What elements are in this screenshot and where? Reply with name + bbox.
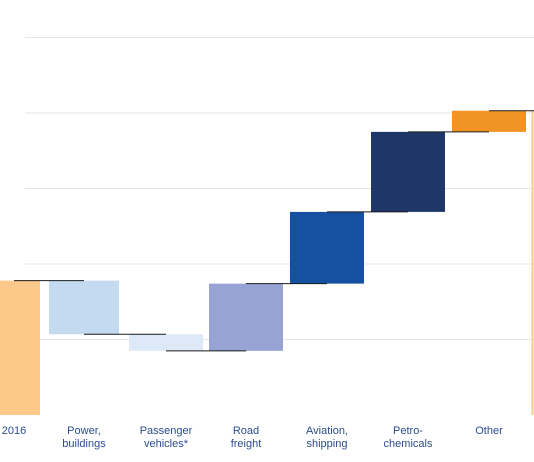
x-tick-label-line: buildings bbox=[62, 438, 106, 450]
x-tick-label-line: Passenger bbox=[140, 425, 193, 437]
x-tick-label-line: chemicals bbox=[384, 438, 433, 450]
x-tick-label-line: Aviation, bbox=[306, 425, 348, 437]
x-tick-label-line: Road bbox=[233, 425, 259, 437]
bar bbox=[49, 280, 119, 335]
x-tick-label-line: vehicles* bbox=[144, 438, 189, 450]
x-tick-label: Road freight bbox=[231, 425, 262, 450]
x-tick-label-line: Petro- bbox=[393, 425, 423, 437]
bar bbox=[129, 334, 203, 351]
gridlines bbox=[25, 37, 534, 340]
x-tick-label: Passenger vehicles* bbox=[140, 425, 193, 450]
bar bbox=[0, 280, 40, 415]
x-tick-label: Petro-chemicals bbox=[384, 425, 433, 450]
x-tick-label-line: freight bbox=[231, 438, 262, 450]
x-tick-label: Other bbox=[475, 425, 503, 437]
bar bbox=[371, 131, 445, 212]
bar bbox=[290, 211, 364, 284]
bar bbox=[452, 110, 526, 132]
x-tick-label-line: 2016 bbox=[2, 425, 26, 437]
x-tick-label: Aviation, shipping bbox=[306, 425, 348, 450]
x-tick-label-line: Other bbox=[475, 425, 503, 437]
connector-lines bbox=[14, 110, 534, 352]
x-tick-label: 2016 bbox=[2, 425, 26, 437]
bars bbox=[0, 110, 534, 415]
x-tick-label: Power, buildings bbox=[62, 425, 106, 450]
bar bbox=[209, 283, 283, 351]
x-tick-label-line: Power, bbox=[67, 425, 101, 437]
x-tick-labels: 2016 Power, buildings Passenger vehicles* Roa… bbox=[2, 425, 503, 450]
x-tick-label-line: shipping bbox=[307, 438, 348, 450]
